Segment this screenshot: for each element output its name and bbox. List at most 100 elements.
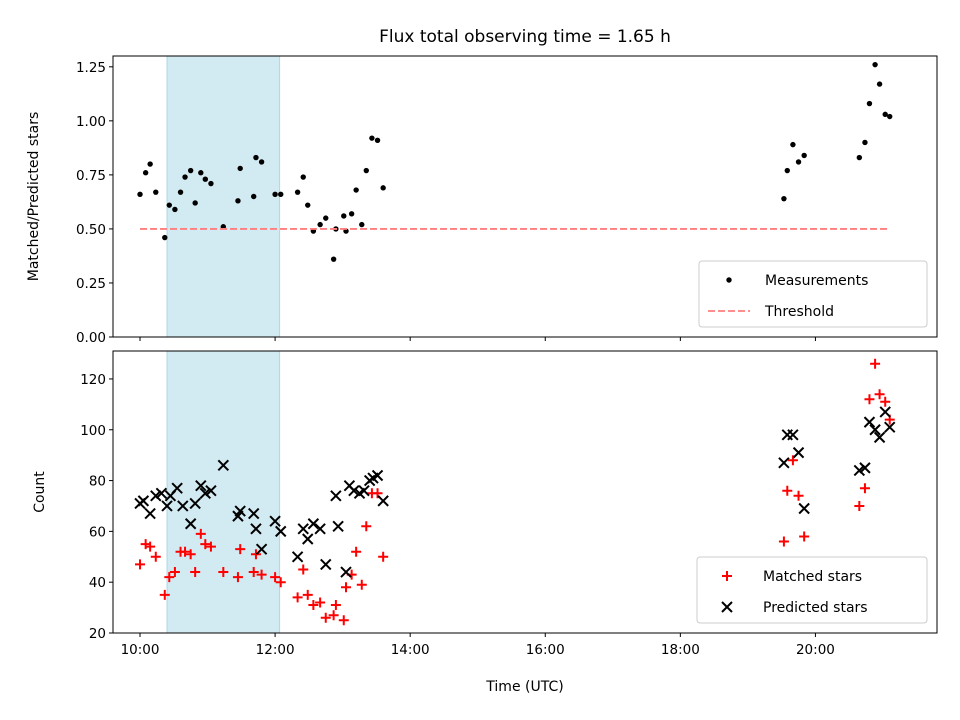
predicted-point — [199, 487, 212, 499]
matched-point — [361, 521, 372, 532]
panel2-x-tick-label: 18:00 — [661, 642, 700, 658]
legend-measurement-marker — [726, 277, 732, 283]
panel1-y-tick-label: 0.25 — [76, 276, 106, 292]
measurement-point — [363, 167, 369, 174]
panel1-series-measurements — [137, 61, 893, 262]
panel1-legend-label: Measurements — [765, 273, 868, 289]
panel2-legend-box — [696, 556, 928, 624]
measurement-point — [781, 195, 787, 202]
measurement-point — [258, 159, 265, 165]
measurement-point — [208, 180, 214, 187]
predicted-point — [161, 500, 173, 512]
predicted-point — [291, 551, 304, 563]
matched-point — [298, 564, 309, 575]
panel2-x-tick-label: 14:00 — [391, 642, 430, 658]
predicted-point — [320, 558, 332, 571]
predicted-point — [332, 520, 344, 533]
predicted-point — [248, 507, 260, 520]
matched-point — [854, 500, 865, 511]
matched-point — [782, 485, 793, 496]
measurement-point — [872, 61, 878, 68]
panel1-y-tick-label: 0.75 — [76, 168, 106, 184]
panel1-axes-frame — [112, 55, 938, 338]
predicted-point — [869, 424, 881, 436]
measurement-point — [147, 161, 153, 167]
predicted-point — [189, 497, 201, 510]
predicted-point — [269, 515, 281, 527]
measurement-point — [166, 202, 172, 208]
matched-point — [778, 536, 789, 547]
matched-point — [200, 539, 211, 550]
panel2-y-tick-label: 40 — [89, 575, 106, 591]
matched-point — [250, 549, 261, 560]
predicted-point — [144, 507, 156, 520]
predicted-point — [177, 500, 189, 512]
predicted-point — [792, 446, 805, 459]
matched-point — [164, 572, 175, 583]
panel2-legend-label: Matched stars — [763, 569, 862, 585]
matched-point — [190, 567, 201, 578]
predicted-point — [787, 429, 799, 441]
predicted-point — [150, 490, 162, 502]
measurement-point — [294, 189, 301, 195]
measurement-point — [278, 191, 284, 198]
measurement-point — [198, 170, 204, 176]
measurement-point — [237, 165, 243, 172]
measurement-point — [142, 170, 149, 176]
panel1-y-tick-label: 0.50 — [76, 222, 106, 238]
measurement-point — [359, 221, 365, 228]
panel2-series-predicted-stars — [134, 406, 896, 578]
matched-point — [308, 600, 319, 611]
predicted-point — [330, 490, 342, 502]
measurement-point — [866, 100, 873, 107]
predicted-point — [250, 523, 262, 535]
predicted-point — [873, 431, 886, 444]
panel1-legend-label: Threshold — [764, 304, 834, 320]
measurement-point — [305, 202, 311, 208]
matched-point — [328, 610, 339, 621]
matched-point — [270, 572, 281, 583]
predicted-point — [778, 457, 790, 469]
measurement-point — [137, 191, 143, 198]
matched-point — [195, 528, 206, 539]
matched-point — [150, 551, 161, 562]
matched-point — [315, 597, 326, 608]
matched-point — [320, 612, 331, 623]
matched-point — [135, 559, 146, 570]
measurement-point — [162, 234, 168, 241]
panel1-y-axis-label: Matched/Predicted stars — [26, 112, 42, 282]
panel1-y-tick-label: 0.00 — [76, 330, 106, 346]
panel1-legend: Measurements Threshold — [698, 260, 928, 328]
panel1-highlight-span — [166, 55, 281, 338]
predicted-point — [863, 416, 876, 428]
matched-point — [793, 490, 804, 501]
predicted-point — [879, 406, 891, 418]
predicted-point — [184, 518, 197, 530]
panel2-x-tick-label: 16:00 — [526, 642, 565, 658]
panel2-x-tick-label: 10:00 — [121, 642, 160, 658]
predicted-point — [853, 464, 866, 477]
panel2-x-tick-label: 20:00 — [796, 642, 835, 658]
measurement-point — [784, 167, 790, 174]
measurement-point — [887, 113, 893, 120]
measurement-point — [235, 198, 241, 204]
measurement-point — [317, 221, 323, 228]
chart-title: Flux total observing time = 1.65 h — [379, 27, 671, 47]
panel1-y-tick-label: 1.25 — [76, 60, 106, 76]
matched-point — [159, 589, 170, 600]
predicted-point — [798, 502, 810, 515]
matched-point — [235, 544, 246, 555]
matched-point — [799, 531, 810, 542]
measurement-point — [182, 174, 188, 180]
measurement-point — [187, 167, 194, 174]
panel2-legend: Matched stars Predicted stars — [696, 556, 928, 624]
matched-point — [338, 615, 349, 626]
measurement-point — [251, 193, 257, 200]
predicted-point — [348, 485, 360, 497]
predicted-point — [358, 485, 370, 497]
predicted-point — [314, 523, 326, 535]
matched-point — [248, 567, 259, 578]
predicted-point — [859, 462, 871, 474]
panel2-legend-label: Predicted stars — [763, 600, 868, 616]
measurement-point — [192, 200, 198, 206]
